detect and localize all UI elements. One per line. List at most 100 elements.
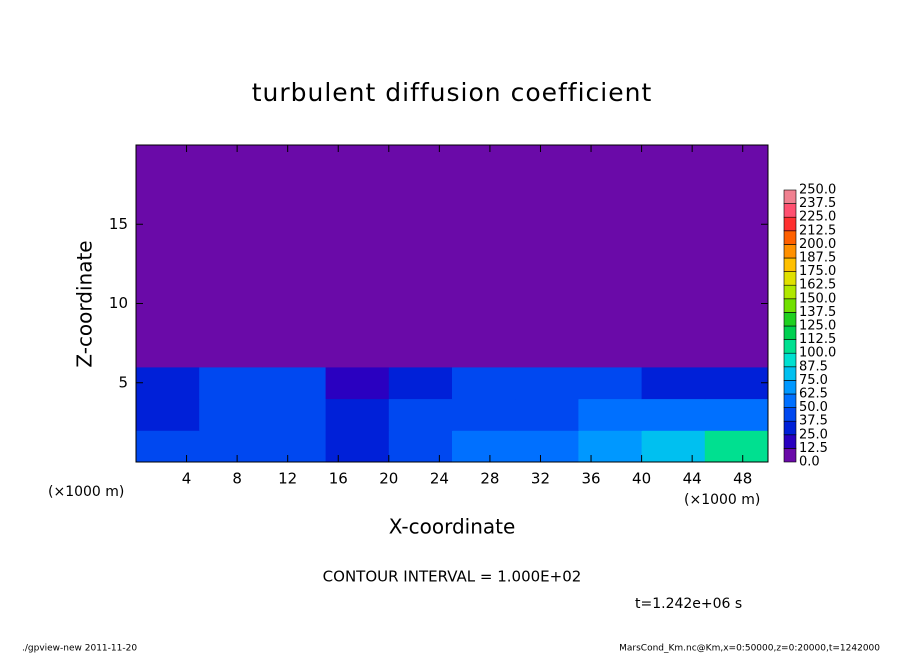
colorbar-label: 12.5	[799, 441, 828, 456]
heat-cell	[136, 430, 200, 463]
heat-cell	[199, 145, 263, 368]
x-tick-label: 36	[581, 470, 600, 488]
y-tick-label: 10	[109, 294, 128, 312]
footer-right: MarsCond_Km.nc@Km,x=0:50000,z=0:20000,t=…	[619, 644, 880, 654]
x-tick-label: 32	[531, 470, 550, 488]
colorbar-label: 50.0	[799, 400, 828, 415]
x-unit: (×1000 m)	[684, 492, 760, 508]
x-tick-label: 28	[480, 470, 499, 488]
footer-left: ./gpview-new 2011-11-20	[22, 644, 137, 654]
colorbar-swatch	[783, 407, 797, 422]
heat-cell	[578, 366, 643, 400]
colorbar-label: 112.5	[799, 332, 836, 347]
time-note: t=1.242e+06 s	[635, 596, 742, 612]
colorbar-swatch	[783, 284, 797, 300]
heat-cell	[515, 366, 579, 400]
colorbar-label: 75.0	[799, 373, 828, 388]
colorbar-swatch	[783, 230, 797, 245]
heat-cell	[262, 430, 327, 463]
heat-cell	[515, 398, 579, 431]
heat-cell	[452, 430, 516, 463]
heat-cell	[578, 145, 643, 368]
heat-cell	[515, 430, 579, 463]
heat-cell	[262, 398, 327, 431]
colorbar-label: 125.0	[799, 319, 836, 334]
colorbar-label: 200.0	[799, 237, 836, 252]
y-axis-label: Z-coordinate	[73, 240, 97, 367]
colorbar-label: 25.0	[799, 427, 828, 442]
y-tick-label: 15	[109, 215, 128, 233]
x-tick-label: 44	[683, 470, 702, 488]
heat-cell	[704, 398, 769, 431]
chart-title: turbulent diffusion coefficient	[252, 78, 653, 107]
colorbar-swatch	[783, 203, 797, 218]
x-tick-label: 12	[278, 470, 297, 488]
colorbar-swatch	[783, 244, 797, 259]
contour-note: CONTOUR INTERVAL = 1.000E+02	[323, 568, 582, 586]
heat-cell	[199, 430, 263, 463]
heat-cell	[262, 366, 327, 400]
heat-cell	[704, 430, 769, 463]
heat-cell	[136, 398, 200, 431]
x-tick-label: 16	[329, 470, 348, 488]
colorbar-swatch	[783, 257, 797, 272]
colorbar-label: 0.0	[799, 455, 820, 470]
colorbar-swatch	[783, 312, 797, 327]
heat-cell	[641, 366, 706, 400]
heat-cell	[325, 145, 390, 368]
heat-cell	[136, 145, 200, 368]
heat-cell	[388, 430, 453, 463]
heat-cell	[452, 398, 516, 431]
colorbar-swatch	[783, 448, 797, 463]
heat-cell	[199, 398, 263, 431]
colorbar-label: 62.5	[799, 387, 828, 402]
heat-cell	[452, 366, 516, 400]
x-tick-label: 20	[379, 470, 398, 488]
heat-cell	[515, 145, 579, 368]
colorbar-label: 37.5	[799, 414, 828, 429]
colorbar-label: 225.0	[799, 210, 836, 225]
colorbar-swatch	[783, 434, 797, 449]
colorbar-label: 250.0	[799, 183, 836, 198]
heat-cell	[388, 398, 453, 431]
heat-cell	[325, 430, 390, 463]
colorbar-label: 187.5	[799, 251, 836, 266]
colorbar-label: 237.5	[799, 196, 836, 211]
colorbar-label: 87.5	[799, 359, 828, 374]
colorbar-label: 137.5	[799, 305, 836, 320]
colorbar-swatch	[783, 366, 797, 381]
colorbar-swatch	[783, 339, 797, 354]
colorbar-swatch	[783, 325, 797, 340]
heat-cell	[388, 366, 453, 400]
heat-cell	[704, 366, 769, 400]
heat-cell	[136, 366, 200, 400]
heat-cell	[704, 145, 769, 368]
heat-cell	[578, 398, 643, 431]
heat-cell	[199, 366, 263, 400]
heat-cell	[325, 398, 390, 431]
x-tick-label: 24	[430, 470, 449, 488]
x-tick-label: 40	[632, 470, 651, 488]
colorbar-label: 175.0	[799, 264, 836, 279]
colorbar-swatch	[783, 189, 797, 204]
y-tick-label: 5	[118, 373, 128, 391]
colorbar-swatch	[783, 380, 797, 395]
colorbar-label: 150.0	[799, 291, 836, 306]
heat-cell	[641, 145, 706, 368]
x-tick-label: 48	[733, 470, 752, 488]
heat-cell	[388, 145, 453, 368]
heat-cell	[578, 430, 643, 463]
colorbar-swatch	[783, 352, 797, 368]
heat-cell	[641, 430, 706, 463]
heat-cell	[452, 145, 516, 368]
heat-cell	[262, 145, 327, 368]
colorbar-swatch	[783, 393, 797, 408]
colorbar-label: 162.5	[799, 278, 836, 293]
colorbar-swatch	[783, 216, 797, 232]
x-axis-label: X-coordinate	[389, 515, 516, 539]
colorbar-swatch	[783, 271, 797, 286]
heat-cell	[641, 398, 706, 431]
colorbar-label: 100.0	[799, 346, 836, 361]
heat-cell	[325, 366, 390, 400]
